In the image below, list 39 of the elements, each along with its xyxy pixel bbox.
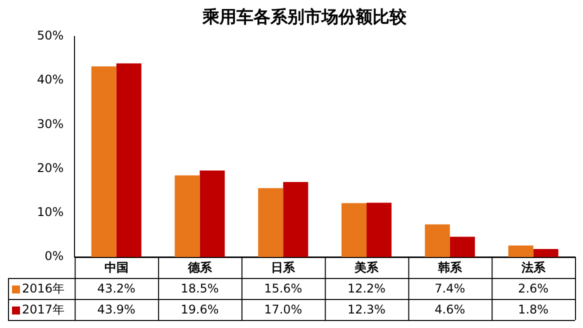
data-label: 7.4% bbox=[434, 282, 466, 296]
bar bbox=[174, 175, 200, 257]
x-tick-label: 日系 bbox=[271, 260, 296, 275]
bar bbox=[450, 236, 475, 257]
y-tick-label: 50% bbox=[37, 28, 64, 43]
data-label: 43.2% bbox=[97, 282, 136, 296]
data-label: 1.8% bbox=[518, 302, 549, 317]
data-label: 12.2% bbox=[347, 282, 386, 296]
legend-label: 2017年 bbox=[22, 302, 65, 317]
y-tick-label: 30% bbox=[37, 116, 64, 131]
bar bbox=[424, 224, 450, 257]
x-tick-label: 法系 bbox=[520, 260, 546, 275]
bar bbox=[91, 66, 116, 257]
y-tick-label: 10% bbox=[37, 205, 64, 220]
x-tick-label: 韩系 bbox=[436, 260, 463, 275]
y-tick-label: 0% bbox=[44, 249, 64, 264]
bar bbox=[200, 170, 225, 257]
data-label: 43.9% bbox=[97, 302, 136, 317]
x-tick-label: 美系 bbox=[354, 260, 380, 275]
chart-title: 乘用车各系别市场份额比较 bbox=[202, 8, 408, 28]
data-label: 17.0% bbox=[264, 302, 302, 317]
data-label: 18.5% bbox=[180, 282, 219, 296]
bar bbox=[366, 202, 392, 257]
y-tick-label: 40% bbox=[37, 72, 64, 87]
legend-label: 2016年 bbox=[22, 282, 65, 296]
bar bbox=[258, 188, 284, 257]
bar bbox=[283, 182, 308, 257]
data-label: 15.6% bbox=[264, 282, 302, 296]
data-label: 19.6% bbox=[180, 302, 219, 317]
bar bbox=[533, 249, 558, 257]
data-label: 12.3% bbox=[347, 302, 386, 317]
bar bbox=[116, 63, 142, 257]
x-tick-label: 中国 bbox=[104, 260, 128, 275]
x-tick-label: 德系 bbox=[186, 260, 213, 275]
y-tick-label: 20% bbox=[37, 160, 64, 175]
data-label: 2.6% bbox=[518, 282, 549, 296]
data-label: 4.6% bbox=[434, 302, 466, 317]
bar bbox=[508, 246, 534, 257]
bar bbox=[342, 203, 367, 257]
